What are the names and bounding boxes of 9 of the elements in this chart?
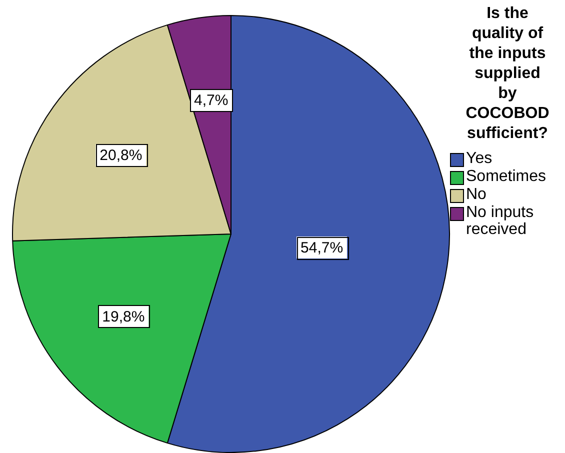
data-label: 54,7% — [300, 240, 344, 257]
legend-label: Yes — [466, 150, 492, 167]
legend-label: No — [466, 186, 486, 203]
legend-label: No inputs received — [466, 204, 535, 238]
legend-label: Sometimes — [466, 168, 546, 185]
legend-title: Is the quality of the inputs supplied by COCOBOD sufficient? — [464, 4, 550, 144]
data-label: 19,8% — [102, 308, 145, 326]
data-label: 4,7% — [194, 92, 228, 110]
data-label: 20,8% — [100, 147, 142, 164]
